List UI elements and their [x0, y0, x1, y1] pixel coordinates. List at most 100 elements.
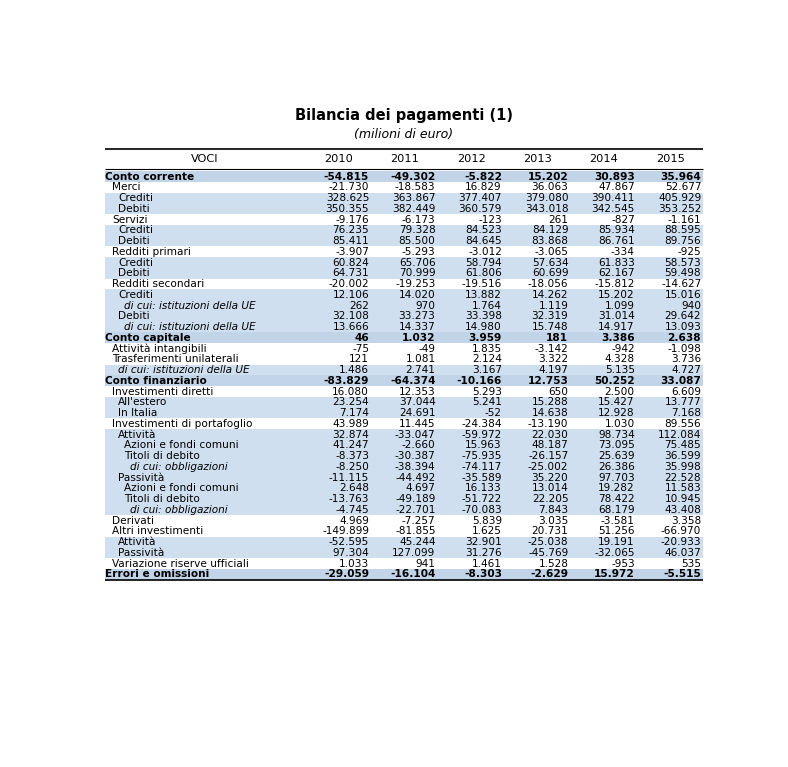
Text: Passività: Passività	[118, 472, 165, 482]
Text: Conto finanziario: Conto finanziario	[105, 376, 206, 386]
Text: 58.573: 58.573	[664, 258, 701, 268]
Text: 31.276: 31.276	[466, 548, 502, 558]
Text: 2013: 2013	[523, 153, 552, 164]
Text: 26.386: 26.386	[598, 462, 635, 472]
Text: 57.634: 57.634	[532, 258, 568, 268]
Bar	[105, 548, 703, 558]
Text: Attività: Attività	[118, 430, 157, 439]
Text: Passività: Passività	[118, 548, 165, 558]
Text: 60.699: 60.699	[532, 268, 568, 278]
Text: -2.629: -2.629	[530, 569, 568, 579]
Text: 70.999: 70.999	[399, 268, 436, 278]
Text: 23.254: 23.254	[333, 397, 369, 407]
Text: 15.288: 15.288	[532, 397, 568, 407]
Text: -59.972: -59.972	[462, 430, 502, 439]
Text: -1.161: -1.161	[667, 215, 701, 225]
Text: 4.197: 4.197	[538, 365, 568, 375]
Text: 379.080: 379.080	[525, 193, 568, 203]
Text: -7.257: -7.257	[402, 515, 436, 525]
Bar	[105, 407, 703, 419]
Text: -3.907: -3.907	[335, 247, 369, 257]
Text: 14.020: 14.020	[399, 290, 436, 300]
Text: Debiti: Debiti	[118, 204, 150, 214]
Text: 2015: 2015	[656, 153, 685, 164]
Text: -30.387: -30.387	[395, 451, 436, 461]
Text: 62.167: 62.167	[598, 268, 635, 278]
Text: -81.855: -81.855	[395, 526, 436, 536]
Text: 2014: 2014	[589, 153, 619, 164]
Text: 7.174: 7.174	[339, 408, 369, 418]
Text: 15.427: 15.427	[598, 397, 635, 407]
Text: 29.642: 29.642	[665, 311, 701, 321]
Text: -49: -49	[418, 344, 436, 354]
Text: -38.394: -38.394	[395, 462, 436, 472]
Text: 22.528: 22.528	[664, 472, 701, 482]
Text: 940: 940	[682, 301, 701, 311]
Text: 1.081: 1.081	[405, 354, 436, 364]
Text: 342.545: 342.545	[592, 204, 635, 214]
Text: 25.639: 25.639	[598, 451, 635, 461]
Text: di cui: istituzioni della UE: di cui: istituzioni della UE	[125, 301, 256, 311]
Text: 2012: 2012	[457, 153, 485, 164]
Text: 941: 941	[415, 558, 436, 568]
Text: 2.648: 2.648	[339, 483, 369, 493]
Text: All'estero: All'estero	[118, 397, 167, 407]
Text: 7.843: 7.843	[538, 505, 568, 515]
Text: 33.273: 33.273	[399, 311, 436, 321]
Text: 51.256: 51.256	[598, 526, 635, 536]
Bar	[105, 419, 703, 430]
Text: 32.874: 32.874	[333, 430, 369, 439]
Text: 127.099: 127.099	[392, 548, 436, 558]
Text: 4.969: 4.969	[339, 515, 369, 525]
Text: 970: 970	[415, 301, 436, 311]
Text: -25.002: -25.002	[528, 462, 568, 472]
Text: -54.815: -54.815	[324, 172, 369, 182]
Text: -13.190: -13.190	[528, 419, 568, 429]
Text: 5.135: 5.135	[605, 365, 635, 375]
Text: Investimenti di portafoglio: Investimenti di portafoglio	[112, 419, 252, 429]
Text: 13.093: 13.093	[664, 322, 701, 332]
Text: -22.701: -22.701	[395, 505, 436, 515]
Bar	[105, 526, 703, 537]
Text: 3.959: 3.959	[469, 333, 502, 343]
Text: 3.167: 3.167	[472, 365, 502, 375]
Text: Merci: Merci	[112, 183, 140, 193]
Text: 1.835: 1.835	[472, 344, 502, 354]
Text: 65.706: 65.706	[399, 258, 436, 268]
Text: Crediti: Crediti	[118, 193, 153, 203]
Text: 86.761: 86.761	[598, 236, 635, 246]
Text: 2.500: 2.500	[604, 387, 635, 397]
Text: 32.319: 32.319	[532, 311, 568, 321]
Text: 64.731: 64.731	[333, 268, 369, 278]
Text: 16.829: 16.829	[466, 183, 502, 193]
Text: -2.660: -2.660	[402, 440, 436, 450]
Text: Attività: Attività	[118, 537, 157, 547]
Text: di cui: obbligazioni: di cui: obbligazioni	[130, 462, 228, 472]
Text: 12.106: 12.106	[333, 290, 369, 300]
Text: 13.777: 13.777	[664, 397, 701, 407]
Text: -3.065: -3.065	[534, 247, 568, 257]
Text: 1.099: 1.099	[605, 301, 635, 311]
Text: 7.168: 7.168	[671, 408, 701, 418]
Text: 16.133: 16.133	[465, 483, 502, 493]
Text: 47.867: 47.867	[598, 183, 635, 193]
Text: Investimenti diretti: Investimenti diretti	[112, 387, 214, 397]
Text: 12.928: 12.928	[598, 408, 635, 418]
Text: 32.108: 32.108	[333, 311, 369, 321]
Text: 16.080: 16.080	[333, 387, 369, 397]
Text: 360.579: 360.579	[459, 204, 502, 214]
Text: 33.398: 33.398	[465, 311, 502, 321]
Text: 35.964: 35.964	[660, 172, 701, 182]
Text: -14.627: -14.627	[661, 279, 701, 289]
Text: 15.972: 15.972	[594, 569, 635, 579]
Text: 43.989: 43.989	[333, 419, 369, 429]
Text: 3.386: 3.386	[601, 333, 635, 343]
Text: -21.730: -21.730	[329, 183, 369, 193]
Text: 5.241: 5.241	[472, 397, 502, 407]
Text: 3.736: 3.736	[671, 354, 701, 364]
Text: 97.703: 97.703	[598, 472, 635, 482]
Text: -827: -827	[611, 215, 635, 225]
Text: Crediti: Crediti	[118, 290, 153, 300]
Text: 89.556: 89.556	[664, 419, 701, 429]
Text: 76.235: 76.235	[333, 225, 369, 235]
